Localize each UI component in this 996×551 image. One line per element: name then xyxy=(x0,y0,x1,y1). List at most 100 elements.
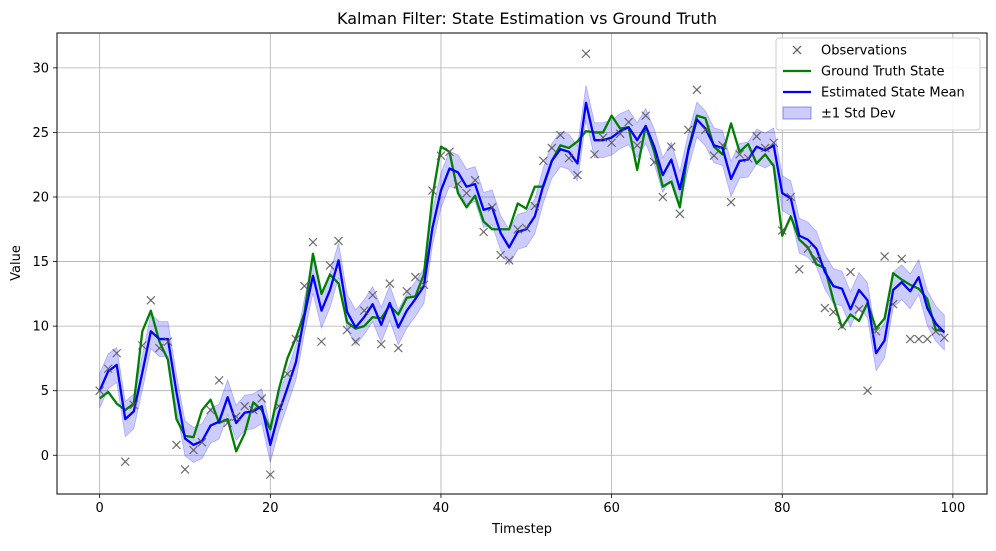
observation-point xyxy=(803,244,813,254)
observation-point xyxy=(914,334,924,344)
y-axis-ticks: 0 5 10 15 20 25 30 xyxy=(32,61,57,464)
observation-point xyxy=(760,143,770,153)
observation-marker-stroke xyxy=(521,223,531,233)
observation-marker-stroke xyxy=(214,375,224,385)
observation-marker-stroke xyxy=(402,286,412,296)
observation-point xyxy=(607,138,617,148)
observation-point xyxy=(649,157,659,167)
observation-point xyxy=(786,192,796,202)
observation-marker-stroke xyxy=(769,138,779,148)
observation-point xyxy=(837,321,847,331)
legend-item: Observations xyxy=(792,44,907,59)
chart-title: Kalman Filter: State Estimation vs Groun… xyxy=(337,9,717,28)
x-tick-label: 80 xyxy=(774,501,791,516)
observation-point xyxy=(888,299,898,309)
observation-point xyxy=(769,138,779,148)
observation-marker-stroke xyxy=(820,303,830,313)
observation-point xyxy=(590,149,599,159)
legend-box xyxy=(775,37,981,131)
observation-marker-stroke xyxy=(351,337,361,347)
observation-point xyxy=(248,405,258,415)
observation-point xyxy=(564,153,574,163)
observation-marker-stroke xyxy=(939,333,949,343)
observation-marker-stroke xyxy=(811,254,821,264)
observation-marker-stroke xyxy=(675,209,685,219)
observation-point xyxy=(300,281,309,291)
observation-point xyxy=(735,149,744,159)
observation-point xyxy=(504,255,514,265)
observation-marker-stroke xyxy=(547,143,557,153)
observation-marker-stroke xyxy=(427,186,437,195)
observation-point xyxy=(811,254,821,264)
legend-label: Observations xyxy=(821,44,907,59)
observation-marker-stroke xyxy=(581,49,591,59)
x-tick-label: 0 xyxy=(96,501,104,516)
observation-point xyxy=(701,125,710,135)
legend-item: Ground Truth State xyxy=(783,65,944,80)
x-tick-label: 20 xyxy=(262,501,279,516)
observation-point xyxy=(828,307,838,317)
observation-point xyxy=(445,147,454,157)
std-band-layer xyxy=(99,85,945,463)
observation-marker-stroke xyxy=(453,179,463,189)
observation-point xyxy=(573,170,582,180)
observation-marker-stroke xyxy=(154,343,164,353)
observation-point xyxy=(180,465,190,474)
observation-marker-stroke xyxy=(828,307,838,317)
observation-marker-stroke xyxy=(683,125,693,135)
observation-point xyxy=(359,306,369,316)
observation-point xyxy=(487,202,497,212)
observation-point xyxy=(342,325,352,335)
observation-point xyxy=(718,140,727,150)
observation-marker-stroke xyxy=(308,237,318,247)
observation-point xyxy=(95,386,105,396)
observation-point xyxy=(555,130,565,140)
observation-point xyxy=(939,333,949,343)
observation-marker-stroke xyxy=(112,348,122,358)
observation-marker-stroke xyxy=(701,125,710,135)
observation-marker-stroke xyxy=(931,326,941,336)
observation-point xyxy=(854,304,864,314)
legend-band-swatch xyxy=(782,106,812,120)
legend-label: ±1 Std Dev xyxy=(821,107,896,122)
observation-point xyxy=(675,209,685,219)
observation-marker-stroke xyxy=(334,236,343,246)
y-tick-label: 15 xyxy=(32,255,49,270)
observation-point xyxy=(436,151,446,161)
y-tick-label: 25 xyxy=(32,126,49,141)
x-tick-label: 40 xyxy=(433,501,450,516)
observation-point xyxy=(393,343,403,353)
observation-point xyxy=(351,337,361,347)
observation-point xyxy=(547,143,557,153)
observation-point xyxy=(538,156,548,166)
observation-markers-layer xyxy=(95,49,949,480)
legend-label: Estimated State Mean xyxy=(821,86,965,101)
observation-point xyxy=(666,142,676,152)
observation-marker-stroke xyxy=(752,131,762,141)
observation-point xyxy=(820,303,830,313)
observation-point xyxy=(206,405,216,415)
observation-point xyxy=(905,334,915,344)
observation-marker-stroke xyxy=(206,405,216,415)
observation-point xyxy=(129,400,139,410)
observation-marker-stroke xyxy=(897,254,907,264)
observation-marker-stroke xyxy=(240,401,250,411)
observation-point xyxy=(197,437,207,447)
observation-point xyxy=(112,348,122,358)
observation-point xyxy=(402,286,412,296)
estimated-state-mean-line xyxy=(98,101,946,447)
y-tick-label: 30 xyxy=(32,61,49,76)
observation-point xyxy=(624,117,634,127)
observation-marker-stroke xyxy=(257,394,267,403)
observation-point xyxy=(922,334,932,344)
observation-marker-stroke xyxy=(863,386,872,396)
observation-point xyxy=(154,343,164,353)
observation-marker-stroke xyxy=(641,111,651,121)
observation-marker-stroke xyxy=(436,151,446,161)
observation-marker-stroke xyxy=(146,295,156,305)
observation-point xyxy=(231,412,241,421)
x-axis-label: Timestep xyxy=(491,522,552,537)
observation-point xyxy=(726,197,736,207)
